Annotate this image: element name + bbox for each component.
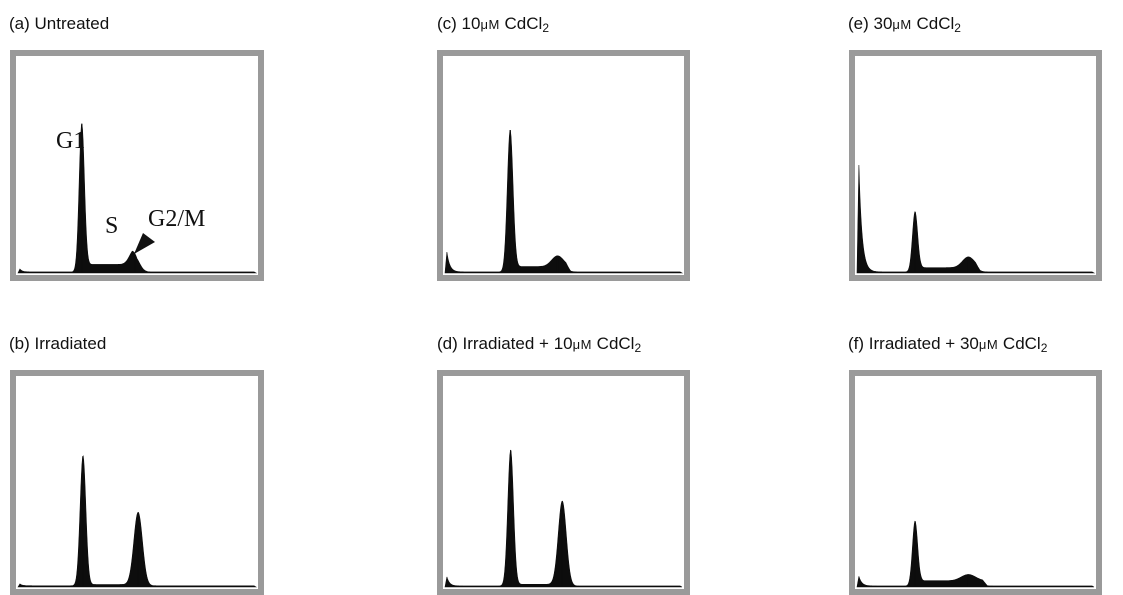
histogram-e: [849, 50, 1102, 281]
histogram-a-area: [17, 123, 258, 274]
panel-d-title: (d) Irradiated + 10μM CdCl2: [437, 334, 642, 355]
histogram-f: [849, 370, 1102, 595]
panel-e-title: (e) 30μM CdCl2: [848, 14, 961, 35]
histogram-a-plot: [17, 123, 258, 274]
panel-f-title: (f) Irradiated + 30μM CdCl2: [848, 334, 1048, 355]
histogram-d-area: [444, 449, 683, 588]
panel-a-title: (a) Untreated: [9, 14, 110, 33]
histogram-c-area: [444, 130, 684, 274]
histogram-b-area: [17, 455, 258, 588]
histogram-d: [437, 370, 690, 595]
histogram-a: [10, 50, 264, 281]
histogram-f-area: [856, 520, 1095, 588]
histogram-d-plot: [444, 449, 683, 588]
histogram-c-plot: [444, 130, 684, 274]
panel-b-title: (b) Irradiated: [9, 334, 107, 353]
histogram-e-area: [856, 165, 1096, 274]
histogram-b-plot: [17, 455, 258, 588]
histogram-f-plot: [856, 520, 1095, 588]
histogram-e-plot: [856, 165, 1096, 274]
histogram-c: [437, 50, 690, 281]
histogram-b: [10, 370, 264, 595]
panel-c-title: (c) 10μM CdCl2: [437, 14, 549, 35]
